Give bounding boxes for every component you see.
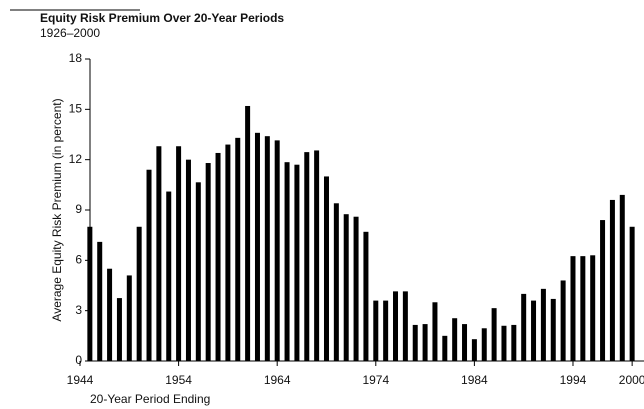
bar [166,191,172,361]
bar [264,136,270,361]
bar [333,203,339,361]
bar [590,255,596,361]
bar [491,308,497,361]
bar [363,231,369,361]
bar [146,169,152,361]
bar [284,162,290,361]
x-tick-label: 1944 [67,373,94,387]
bar [629,226,635,361]
bar [304,152,310,361]
bar [314,150,320,361]
bar [294,164,300,361]
x-tick-label: 1964 [264,373,291,387]
chart-title: Equity Risk Premium Over 20-Year Periods [40,11,284,25]
bar [323,176,329,361]
bar [471,339,477,361]
bar [609,199,615,361]
bar [116,298,122,361]
bar [600,220,606,361]
bar [432,302,438,361]
bar [393,291,399,361]
bar [245,105,251,361]
bar [422,324,428,361]
y-tick-label: 12 [69,152,83,166]
y-axis-label: Average Equity Risk Premium (in percent) [50,98,64,321]
bar [195,182,201,361]
bar [550,298,556,361]
bar [235,137,241,361]
bar [215,152,221,361]
bar [254,132,260,361]
y-tick-label: 18 [69,51,83,65]
bar [619,194,625,361]
bar [462,324,468,361]
bar [412,324,418,361]
bar [531,300,537,361]
bar [126,275,132,361]
y-tick-label: 3 [75,303,82,317]
bar [205,163,211,361]
bar [540,288,546,361]
y-tick-label: 15 [69,102,83,116]
bar [373,300,379,361]
bar [442,335,448,361]
bar [343,214,349,361]
bar [225,144,231,361]
y-tick-label: 0 [75,353,82,367]
bar [274,140,280,361]
bar [560,280,566,361]
bar [87,226,93,361]
bar [402,291,408,361]
bar [107,268,113,361]
bar [511,324,517,361]
bar [481,328,487,361]
x-tick-label: 1984 [461,373,488,387]
x-tick-label: 1954 [165,373,192,387]
bar [185,159,191,361]
bar [452,318,458,361]
bar [383,300,389,361]
bar [580,256,586,361]
chart-subtitle: 1926–2000 [40,26,100,40]
x-tick-label: 1994 [560,373,587,387]
bar [501,325,507,361]
x-tick-label: 1974 [362,373,389,387]
y-tick-label: 6 [75,253,82,267]
x-tick-label: 2000 [619,373,644,387]
bar [521,293,527,361]
bar [156,146,162,361]
bar [97,241,103,361]
x-axis-label: 20-Year Period Ending [90,392,210,406]
bar [353,216,359,361]
bar [136,226,142,361]
bar [176,146,182,361]
y-tick-label: 9 [75,202,82,216]
bar [570,256,576,361]
